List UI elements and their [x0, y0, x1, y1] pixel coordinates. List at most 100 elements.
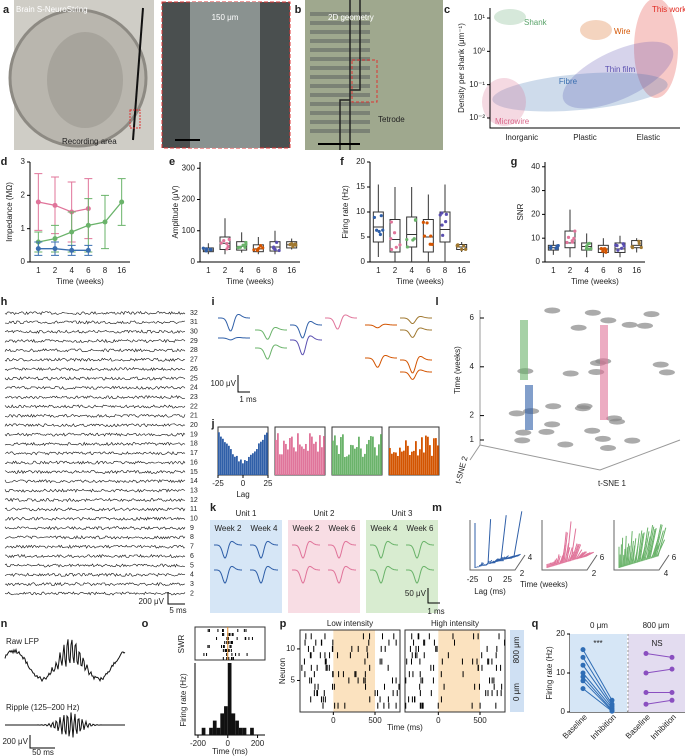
- y-tick-label: 3: [21, 157, 26, 166]
- group-label: This work: [652, 5, 685, 14]
- axis-title: Time (weeks): [56, 277, 104, 286]
- waveform: [289, 320, 323, 339]
- channel-label: 27: [190, 357, 198, 364]
- point: [580, 670, 586, 676]
- dot: [205, 247, 209, 251]
- bar: [332, 440, 334, 475]
- depth-label: 800 μm: [512, 636, 521, 663]
- bar: [478, 564, 481, 568]
- channel-label: 24: [190, 385, 198, 392]
- bar: [380, 434, 382, 475]
- cluster: [658, 369, 675, 376]
- scale-label: 5 ms: [169, 606, 186, 615]
- panel-letter: k: [210, 502, 217, 514]
- cluster: [508, 410, 525, 417]
- x-tick-label: Baseline: [561, 712, 589, 740]
- y-tick-label: 100: [182, 226, 196, 235]
- scale-bar: [237, 375, 250, 393]
- x-tick-label: 6: [426, 266, 431, 275]
- point: [669, 654, 675, 660]
- axis-title: t-SNE 1: [598, 479, 627, 488]
- electrode: [310, 66, 370, 70]
- channel-label: 32: [190, 310, 198, 317]
- x-tick-label: 2: [568, 266, 573, 275]
- point: [669, 690, 675, 695]
- dot: [405, 245, 410, 249]
- bar: [285, 443, 287, 475]
- x-tick-label: 4: [239, 266, 244, 275]
- bar: [240, 459, 242, 475]
- dot: [639, 245, 643, 250]
- stim-window: [333, 630, 375, 712]
- waveform: [405, 540, 435, 559]
- bar: [264, 434, 266, 475]
- trace: [4, 479, 186, 484]
- bar: [427, 436, 429, 475]
- bar: [627, 545, 631, 566]
- y-tick-label: 30: [531, 186, 540, 195]
- dot: [275, 240, 279, 244]
- channel-label: 19: [190, 431, 198, 438]
- dot: [604, 250, 608, 254]
- bar: [488, 559, 493, 565]
- dot: [241, 243, 245, 247]
- bar: [307, 450, 309, 475]
- dot: [599, 247, 603, 251]
- y-tick-label: 1: [21, 224, 26, 233]
- image-label: Recording area: [62, 137, 117, 146]
- dot: [236, 246, 240, 250]
- trace: [4, 451, 186, 456]
- x-tick-label: 25: [503, 575, 512, 584]
- x-tick-label: Baseline: [624, 712, 652, 740]
- x-tick-label: 1: [376, 266, 381, 275]
- scale-bar: [167, 592, 185, 605]
- bar: [317, 451, 319, 475]
- condition-label: High intensity: [431, 619, 479, 628]
- x-tick-label: 4: [69, 266, 74, 275]
- line: [38, 201, 123, 243]
- week-label: Week 4: [371, 524, 399, 533]
- trace: [4, 572, 186, 577]
- axis-title: SWR: [177, 634, 186, 653]
- bar: [244, 460, 246, 475]
- waveform: [364, 354, 398, 368]
- cluster: [544, 307, 561, 314]
- bar: [415, 441, 417, 475]
- electrode: [310, 57, 370, 61]
- bar: [629, 531, 633, 565]
- scale-label: 50 ms: [32, 748, 54, 756]
- bar: [315, 441, 317, 475]
- panel-letter: i: [211, 296, 214, 308]
- dot: [379, 214, 383, 218]
- bar: [256, 449, 258, 475]
- trace: [5, 712, 125, 738]
- bar: [490, 560, 495, 564]
- axis-title: Time (weeks): [571, 277, 619, 286]
- dot: [244, 240, 248, 245]
- waveform: [289, 335, 323, 356]
- waveform: [291, 540, 321, 559]
- group-label: Wire: [614, 27, 631, 36]
- bar: [487, 519, 492, 565]
- panel-letter: e: [169, 156, 175, 168]
- bar: [393, 452, 395, 475]
- dot: [389, 247, 394, 252]
- y-tick-label: 20: [531, 209, 540, 218]
- bar: [212, 720, 217, 735]
- pair-line: [582, 676, 613, 711]
- cluster: [576, 403, 593, 410]
- bar: [573, 543, 580, 561]
- y-tick-label: 10: [556, 668, 565, 677]
- bar: [585, 551, 595, 557]
- y-tick-label: 0: [536, 257, 541, 266]
- dot: [225, 242, 229, 246]
- bar: [564, 543, 570, 563]
- trace-lines: [339, 0, 361, 150]
- bar: [429, 445, 431, 475]
- dot: [272, 245, 276, 249]
- trace: [4, 413, 186, 418]
- bar: [334, 435, 336, 475]
- bar: [389, 447, 391, 475]
- y-tick-label: 0: [191, 257, 196, 266]
- dot: [444, 212, 448, 216]
